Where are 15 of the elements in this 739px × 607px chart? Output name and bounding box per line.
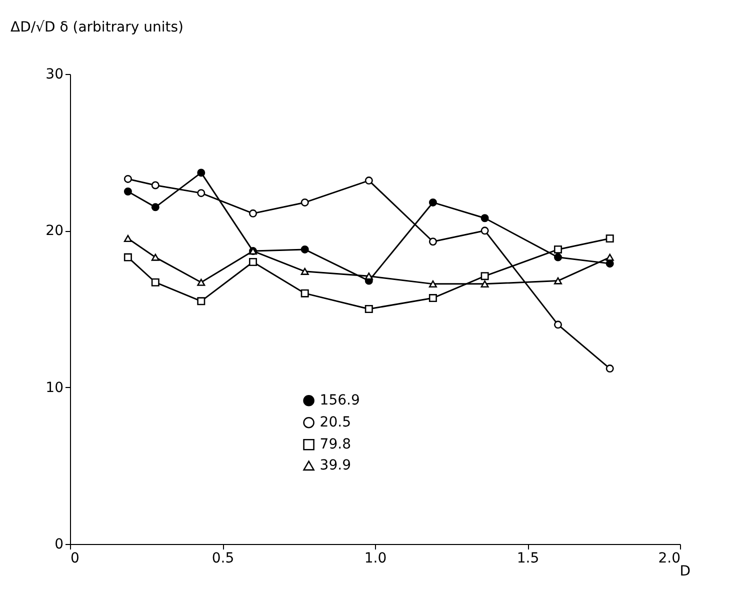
y-tick-label: 20	[46, 223, 64, 240]
y-axis-title: ΔD/√D δ (arbitrary units)	[10, 20, 184, 36]
y-tick-label: 10	[46, 380, 64, 396]
y-tick-label: 0	[54, 536, 64, 552]
legend-label: 39.9	[320, 458, 351, 474]
x-tick-label: 1.5	[516, 550, 540, 566]
x-axis-title: D	[680, 564, 690, 580]
legend-label: 156.9	[320, 392, 360, 409]
x-tick-label: 0	[70, 550, 80, 566]
x-tick-label: 2.0	[658, 550, 680, 566]
y-tick-label: 30	[46, 66, 64, 82]
legend-label: 20.5	[320, 414, 351, 431]
x-tick-label: 1.0	[364, 550, 387, 566]
x-tick-label: 0.5	[212, 550, 234, 566]
legend-label: 79.8	[320, 436, 351, 453]
